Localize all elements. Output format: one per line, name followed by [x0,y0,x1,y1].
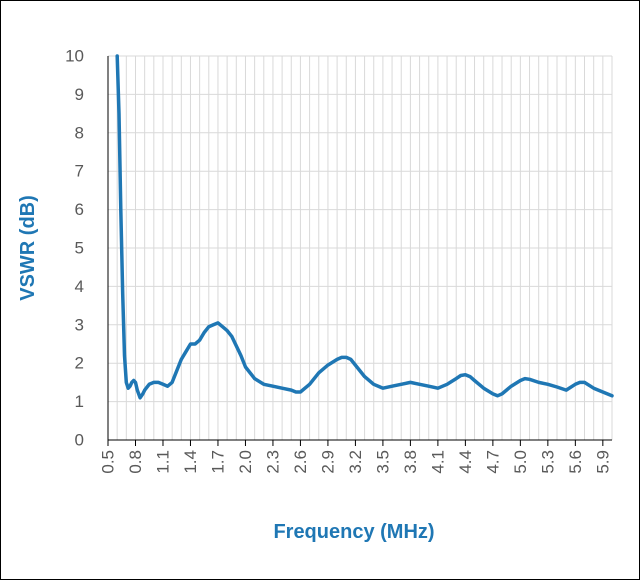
x-tick-label: 0.5 [99,450,118,474]
x-tick-label: 5.0 [511,450,530,474]
x-tick-labels: 0.5 0.8 1.1 1.4 1.7 2.0 2.3 2.6 2.9 3.2 3.5 3.8 4.1 4… [99,450,613,474]
y-tick-label: 7 [75,162,84,181]
x-tick-label: 2.0 [236,450,255,474]
x-tick-label: 3.8 [401,450,420,474]
y-tick-label: 9 [75,85,84,104]
x-tick-label: 4.7 [483,450,502,474]
x-tick-label: 1.4 [181,450,200,474]
x-tick-label: 2.9 [318,450,337,474]
series-group [115,54,614,400]
x-tick-label: 2.6 [291,450,310,474]
y-tick-label: 10 [65,47,84,66]
x-tick-label: 4.4 [456,450,475,474]
x-tick-label: 1.1 [153,450,172,474]
x-tick-label: 4.1 [428,450,447,474]
y-tick-label: 6 [75,200,84,219]
x-tick-label: 0.8 [126,450,145,474]
y-tick-label: 3 [75,315,84,334]
y-tick-label: 5 [75,239,84,258]
axes [107,56,612,446]
x-tick-label: 2.3 [263,450,282,474]
x-axis-title: Frequency (MHz) [273,521,434,543]
vswr-series-line [115,54,614,400]
y-tick-label: 1 [75,392,84,411]
y-tick-label: 0 [75,431,84,450]
y-tick-label: 8 [75,123,84,142]
x-tick-label: 3.2 [346,450,365,474]
x-tick-label: 3.5 [373,450,392,474]
y-tick-label: 4 [75,277,84,296]
x-tick-label: 5.9 [593,450,612,474]
y-tick-label: 2 [75,354,84,373]
y-tick-labels: 0 1 2 3 4 5 6 7 8 9 10 [65,47,84,450]
y-axis-title: VSWR (dB) [17,195,39,301]
x-tick-label: 5.3 [538,450,557,474]
x-tick-label: 1.7 [208,450,227,474]
x-tick-label: 5.6 [566,450,585,474]
